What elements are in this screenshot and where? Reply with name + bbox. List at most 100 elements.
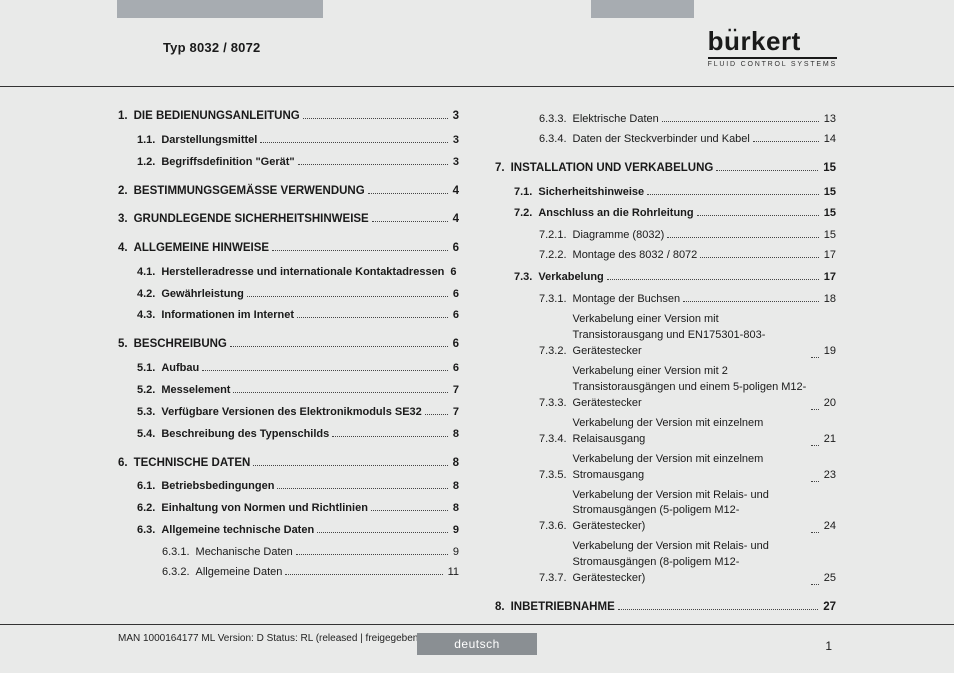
toc-num: 5.4.: [137, 427, 161, 443]
toc-num: 7.3.7.: [539, 571, 573, 587]
toc-page: 4: [451, 211, 459, 228]
toc-num: 6.3.3.: [539, 112, 573, 128]
header-bars: [0, 0, 954, 18]
toc-entry: 6.3.3.Elektrische Daten 13: [495, 112, 836, 128]
toc-num: 6.3.2.: [162, 565, 196, 581]
toc-entry: 4.3.Informationen im Internet6: [118, 308, 459, 324]
toc-page: 6: [451, 287, 459, 303]
toc-page: 3: [451, 133, 459, 149]
toc-page: 7: [451, 383, 459, 399]
toc-leader-dots: [298, 156, 448, 165]
toc-label: Diagramme (8032): [573, 228, 665, 244]
toc-entry: 1.2.Begriffsdefinition "Gerät"3: [118, 155, 459, 171]
toc-entry: 1.Die Bedienungsanleitung3: [118, 108, 459, 125]
toc-page: 23: [822, 468, 836, 484]
toc-leader-dots: [285, 566, 442, 575]
toc-entry: 6.Technische Daten8: [118, 455, 459, 472]
header-rule: [0, 86, 954, 87]
toc-entry: 5.1.Aufbau6: [118, 361, 459, 377]
toc-page: 17: [822, 270, 836, 286]
toc-label: Elektrische Daten: [573, 112, 659, 128]
toc-page: 11: [446, 565, 459, 581]
brand-name: burkert: [708, 26, 837, 57]
toc-page: 27: [821, 599, 836, 616]
toc-label: Anschluss an die Rohrleitung: [538, 206, 693, 222]
toc-page: 14: [822, 132, 836, 148]
toc-page: 9: [451, 523, 459, 539]
toc-entry: 7.2.1.Diagramme (8032)15: [495, 228, 836, 244]
toc-num: 5.3.: [137, 405, 161, 421]
doc-title: Typ 8032 / 8072: [163, 40, 260, 55]
toc-leader-dots: [667, 230, 819, 239]
toc-leader-dots: [247, 288, 448, 297]
toc-label: Darstellungsmittel: [161, 133, 257, 149]
toc-label: Bestimmungsgemässe Verwendung: [134, 183, 365, 200]
toc-leader-dots: [618, 601, 818, 610]
toc-label: Daten der Steckverbinder und Kabel: [573, 132, 750, 148]
toc-entry: 7.3.6.Verkabelung der Version mit Relais…: [495, 488, 836, 536]
toc-label: Messelement: [161, 383, 230, 399]
footer-rule: [0, 624, 954, 625]
toc-label: Verfügbare Versionen des Elektronikmodul…: [161, 405, 421, 421]
toc-entry: 7.Installation und Verkabelung15: [495, 160, 836, 177]
toc-leader-dots: [811, 525, 819, 534]
toc-entry: 7.2.Anschluss an die Rohrleitung15: [495, 206, 836, 222]
toc-num: 6.3.4.: [539, 132, 573, 148]
toc-leader-dots: [811, 401, 819, 410]
toc-leader-dots: [662, 113, 819, 122]
toc-leader-dots: [372, 213, 448, 222]
toc-page: 15: [822, 185, 836, 201]
language-box: deutsch: [417, 633, 537, 655]
toc-num: 7.1.: [514, 185, 538, 201]
toc-label: Begriffsdefinition "Gerät": [161, 155, 294, 171]
toc-entry: 6.1.Betriebsbedingungen8: [118, 479, 459, 495]
toc-num: 6.: [118, 455, 134, 472]
toc-label: Verkabelung einer Version mit Transistor…: [573, 312, 808, 360]
toc-page: 6: [451, 336, 459, 353]
toc-label: Mechanische Daten: [196, 545, 293, 561]
toc-label: Verkabelung der Version mit einzelnem Re…: [573, 416, 808, 448]
toc-page: 15: [822, 228, 836, 244]
toc-leader-dots: [233, 384, 447, 393]
toc-page: 8: [451, 501, 459, 517]
toc-num: 7.3.6.: [539, 519, 573, 535]
toc-leader-dots: [303, 110, 448, 119]
toc-entry: 6.3.4.Daten der Steckverbinder und Kabel…: [495, 132, 836, 148]
toc-label: Installation und Verkabelung: [511, 160, 714, 177]
toc-label: Technische Daten: [134, 455, 251, 472]
header-bar-left: [117, 0, 323, 18]
toc-label: Allgemeine technische Daten: [161, 523, 314, 539]
toc-leader-dots: [230, 338, 448, 347]
toc-num: 7.2.: [514, 206, 538, 222]
toc-page: 18: [822, 292, 836, 308]
toc-entry: 8.Inbetriebnahme27: [495, 599, 836, 616]
toc-leader-dots: [716, 162, 818, 171]
toc-num: 7.3.3.: [539, 396, 573, 412]
toc-num: 7.: [495, 160, 511, 177]
toc-leader-dots: [202, 362, 448, 371]
toc-leader-dots: [683, 293, 819, 302]
toc-leader-dots: [647, 186, 819, 195]
toc-page: 6: [451, 240, 459, 257]
toc-label: Verkabelung der Version mit Relais- und …: [573, 488, 808, 536]
toc-entry: 6.3.Allgemeine technische Daten9: [118, 523, 459, 539]
toc-entry: 5.3.Verfügbare Versionen des Elektronikm…: [118, 405, 459, 421]
brand-subtitle: FLUID CONTROL SYSTEMS: [708, 57, 837, 68]
toc-page: 6: [451, 361, 459, 377]
toc-leader-dots: [368, 184, 448, 193]
toc-leader-dots: [753, 133, 819, 142]
toc-label: Beschreibung: [134, 336, 227, 353]
toc-page: 6: [451, 308, 459, 324]
toc-page: 20: [822, 396, 836, 412]
toc-entry: 6.3.1.Mechanische Daten9: [118, 545, 459, 561]
header: Typ 8032 / 8072 burkert FLUID CONTROL SY…: [0, 0, 954, 92]
toc-num: 7.3.1.: [539, 292, 573, 308]
toc-entry: 7.1.Sicherheitshinweise15: [495, 185, 836, 201]
toc-page: 3: [451, 108, 459, 125]
toc-page: 13: [822, 112, 836, 128]
toc-entry: 5.Beschreibung6: [118, 336, 459, 353]
toc-leader-dots: [700, 250, 818, 259]
toc-num: 2.: [118, 183, 134, 200]
toc-entry: 7.3.5.Verkabelung der Version mit einzel…: [495, 452, 836, 484]
toc-leader-dots: [260, 134, 448, 143]
